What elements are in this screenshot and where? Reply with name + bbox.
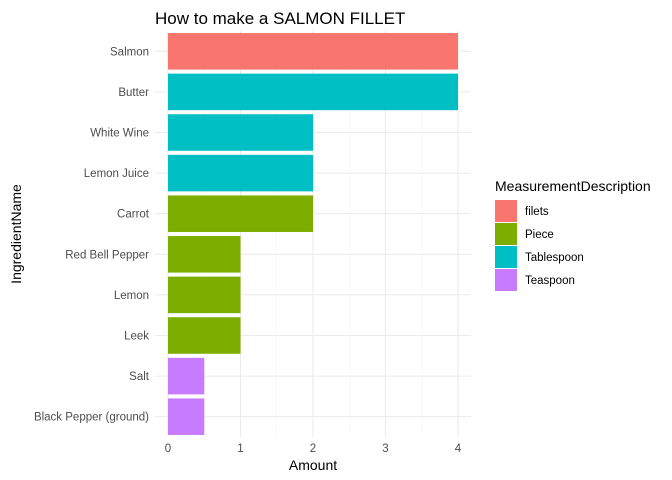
bar [168,33,458,70]
y-axis-title: IngredientName [8,184,24,284]
legend: MeasurementDescription filets Piece Tables… [495,178,651,291]
x-tick-label: 2 [310,443,316,455]
y-tick-label: Lemon Juice [84,168,149,180]
legend-label: Piece [525,229,554,241]
y-tick-label: Salt [129,371,150,383]
x-axis-title: Amount [289,457,337,473]
chart-title: How to make a SALMON FILLET [155,9,405,28]
y-tick-label: Black Pepper (ground) [34,412,149,424]
legend-items: filets Piece Tablespoon Teaspoon [495,200,584,291]
y-tick-label: Butter [118,87,149,99]
legend-swatch [495,223,517,245]
legend-swatch [495,269,517,291]
y-tick-label: Red Bell Pepper [65,249,149,261]
bar [168,317,241,354]
x-tick-label: 1 [237,443,243,455]
y-tick-label: Carrot [117,209,150,221]
y-axis-tick-labels: Salmon Butter White Wine Lemon Juice Carrot R… [34,46,150,423]
y-tick-label: Leek [124,331,149,343]
legend-label: Tablespoon [525,252,584,264]
bar [168,114,313,151]
x-tick-label: 3 [382,443,388,455]
y-tick-label: Lemon [114,290,149,302]
bar [168,195,313,232]
y-tick-label: White Wine [90,128,149,140]
x-tick-label: 0 [165,443,171,455]
legend-label: Teaspoon [525,275,575,287]
bar [168,73,458,111]
legend-title: MeasurementDescription [495,178,651,194]
legend-label: filets [525,206,549,218]
y-tick-label: Salmon [110,46,149,58]
bar [168,398,205,435]
bar [168,154,313,192]
x-tick-label: 4 [455,443,462,455]
legend-swatch [495,200,517,222]
bar [168,357,205,395]
bar [168,236,241,273]
legend-swatch [495,246,517,268]
x-axis-tick-labels: 0 1 2 3 4 [165,443,462,455]
bars [168,33,458,435]
bar [168,276,241,314]
